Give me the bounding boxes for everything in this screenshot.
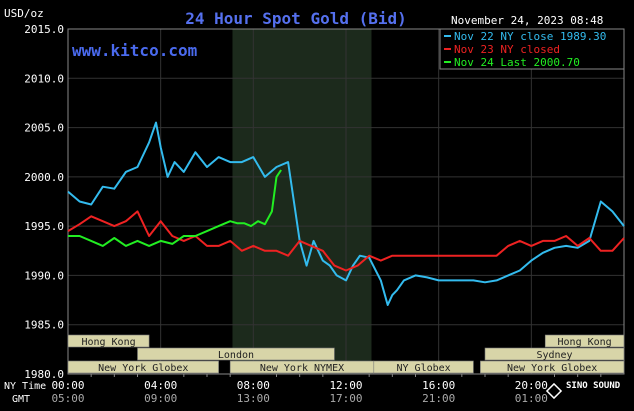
x-tick-label-gmt: 05:00 bbox=[51, 392, 84, 405]
price-series bbox=[67, 121, 625, 306]
session-label: London bbox=[218, 350, 254, 361]
y-tick-label: 2015.0 bbox=[24, 23, 64, 36]
session-bar bbox=[67, 334, 150, 348]
y-tick-label: 1995.0 bbox=[24, 220, 64, 233]
x-tick-label-ny: 12:00 bbox=[329, 379, 362, 392]
legend-box bbox=[439, 28, 625, 70]
session-label: New York Globex bbox=[98, 363, 188, 374]
market-sessions: Hong Kong Hong Kong London Sydney New York G… bbox=[67, 334, 625, 374]
x-tick-label-ny: 04:00 bbox=[144, 379, 177, 392]
session-label: Sydney bbox=[536, 350, 572, 361]
y-tick-label: 2000.0 bbox=[24, 171, 64, 184]
session-bar bbox=[544, 334, 625, 348]
series-line bbox=[68, 169, 282, 247]
session-label: Hong Kong bbox=[81, 337, 135, 348]
y-tick-label: 1980.0 bbox=[24, 368, 64, 381]
y-tick-label: 2005.0 bbox=[24, 122, 64, 135]
session-bar bbox=[480, 360, 625, 374]
x-tick-label-ny: 08:00 bbox=[237, 379, 270, 392]
logo-mark bbox=[545, 382, 563, 400]
y-axis-label: USD/oz bbox=[4, 7, 44, 20]
date-label: November 24, 2023 08:48 bbox=[451, 14, 603, 27]
y-axis-ticks: 2015.0 2010.0 2005.0 2000.0 1995.0 1990.0 1985… bbox=[24, 23, 64, 381]
session-label: New York NYMEX bbox=[260, 363, 344, 374]
sino-sound-logo: SINO SOUND bbox=[545, 381, 621, 400]
logo-text: SINO SOUND bbox=[566, 381, 621, 391]
session-bar bbox=[137, 347, 335, 361]
x-tick-label-gmt: 17:00 bbox=[329, 392, 362, 405]
plot-border bbox=[67, 28, 625, 375]
legend-entry: Nov 22 NY close 1989.30 bbox=[454, 30, 606, 43]
session-bar bbox=[484, 347, 625, 361]
market-hours-shading bbox=[232, 29, 372, 374]
x-tick-label-gmt: 09:00 bbox=[144, 392, 177, 405]
x-tick-label-ny: 00:00 bbox=[51, 379, 84, 392]
x-tick-label-gmt: 01:00 bbox=[515, 392, 548, 405]
series-line bbox=[67, 121, 625, 306]
website-label: www.kitco.com bbox=[72, 41, 198, 60]
chart-title: 24 Hour Spot Gold (Bid) bbox=[185, 9, 407, 28]
x-tick-label-gmt: 13:00 bbox=[237, 392, 270, 405]
ny-time-row-label: NY Time bbox=[4, 381, 46, 392]
session-bar bbox=[373, 360, 474, 374]
series-line bbox=[67, 210, 625, 272]
x-tick-label-ny: 16:00 bbox=[422, 379, 455, 392]
y-tick-label: 1985.0 bbox=[24, 319, 64, 332]
session-label: New York Globex bbox=[507, 363, 597, 374]
session-label: NY Globex bbox=[397, 363, 451, 374]
legend-entry: Nov 24 Last 2000.70 bbox=[454, 56, 580, 69]
session-label: Hong Kong bbox=[558, 337, 612, 348]
legend-entry: Nov 23 NY closed bbox=[454, 43, 560, 56]
session-bar bbox=[67, 360, 219, 374]
x-tick-label-gmt: 21:00 bbox=[422, 392, 455, 405]
x-tick-label-ny: 20:00 bbox=[515, 379, 548, 392]
y-tick-label: 2010.0 bbox=[24, 72, 64, 85]
y-tick-label: 1990.0 bbox=[24, 269, 64, 282]
gmt-row-label: GMT bbox=[12, 394, 30, 405]
